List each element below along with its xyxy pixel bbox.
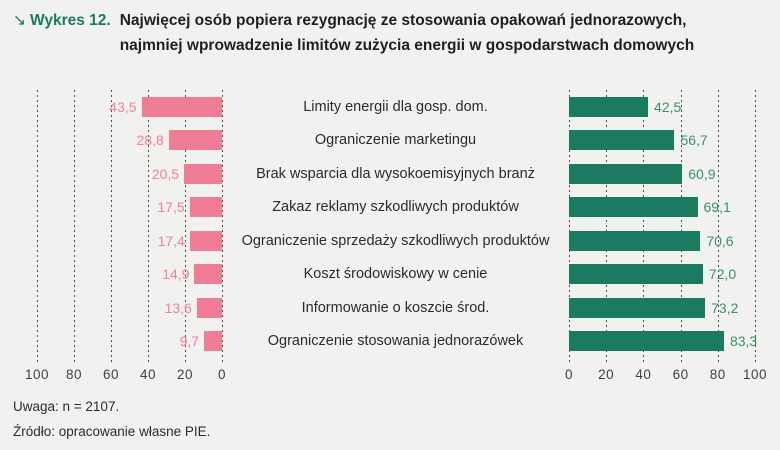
arrow-down-right-icon: ↘ (13, 12, 26, 29)
figure-number-label: ↘ Wykres 12. (13, 8, 111, 33)
category-label: Ograniczenie marketingu (314, 132, 477, 149)
bar (196, 297, 222, 318)
gridline (643, 90, 645, 363)
bar-value-label: 13,6 (164, 299, 192, 316)
category-label: Ograniczenie sprzedaży szkodliwych produ… (241, 232, 550, 249)
bar-value-label: 28,8 (136, 132, 164, 149)
right-bar-rows: 42,5 56,7 60,9 69,1 70,6 72,0 73,2 83,3 (569, 90, 758, 359)
bar-value-label: 56,7 (680, 132, 708, 149)
bar-row: 14,9 (37, 258, 222, 292)
axis-tick-label: 20 (598, 367, 615, 382)
gridline (569, 90, 570, 363)
bar (189, 230, 222, 251)
gridline (717, 90, 719, 363)
left-chart-panel: 43,5 28,8 20,5 17,5 17,4 14,9 13,6 9,7 100 80 60 4… (25, 90, 226, 382)
gridline (606, 90, 608, 363)
bar-row: 60,9 (569, 157, 755, 191)
axis-tick-label: 80 (709, 367, 726, 382)
bar-row: 56,7 (569, 124, 755, 158)
bar-row: 28,8 (37, 124, 222, 158)
category-label: Informowanie o koszcie środ. (301, 299, 490, 316)
bar-value-label: 60,9 (688, 165, 716, 182)
gridline (185, 90, 186, 363)
category-label: Zakaz reklamy szkodliwych produktów (272, 199, 519, 216)
bar-value-label: 42,5 (654, 98, 682, 115)
figure-title: Najwięcej osób popiera rezygnację ze sto… (119, 12, 695, 54)
bar-value-label: 9,7 (179, 333, 200, 350)
bar-value-label: 70,6 (706, 232, 734, 249)
sample-size-note: Uwaga: n = 2107. (13, 399, 120, 414)
axis-tick-label: 100 (24, 367, 50, 382)
gridline (74, 90, 75, 363)
bar-row: 83,3 (569, 325, 758, 359)
axis-tick-label: 0 (564, 367, 574, 382)
bar (569, 96, 649, 117)
gridline (148, 90, 149, 363)
bar-row: 9,7 (37, 325, 222, 359)
axis-tick-label: 60 (672, 367, 689, 382)
category-label: Koszt środowiskowy w cenie (303, 266, 488, 283)
bar (189, 197, 222, 218)
axis-tick-label: 20 (176, 367, 194, 382)
bar (569, 163, 683, 184)
gridline (222, 90, 223, 363)
right-chart-panel: 42,5 56,7 60,9 69,1 70,6 72,0 73,2 83,3 0 20 40 60… (565, 90, 767, 382)
axis-tick-label: 100 (742, 367, 768, 382)
figure-header: ↘ Wykres 12. Najwięcej osób popiera rezyg… (0, 0, 780, 58)
bar-row: 17,4 (37, 224, 222, 258)
figure-footer: Uwaga: n = 2107. Źródło: opracowanie wła… (13, 399, 210, 439)
gridline (755, 90, 756, 363)
bar (569, 130, 675, 151)
gridline (680, 90, 682, 363)
bar (569, 264, 703, 285)
axis-tick-label: 40 (139, 367, 157, 382)
axis-tick-label: 40 (635, 367, 652, 382)
bar-row: 72,0 (569, 258, 755, 292)
bar-value-label: 17,4 (157, 232, 185, 249)
bar-value-label: 20,5 (151, 165, 180, 182)
bar-row: 42,5 (569, 90, 755, 124)
bar (168, 130, 222, 151)
bar (569, 297, 706, 318)
bar-value-label: 72,0 (708, 266, 737, 283)
axis-tick-label: 80 (65, 367, 83, 382)
bar (569, 230, 701, 251)
bar (569, 331, 724, 352)
left-bar-rows: 43,5 28,8 20,5 17,5 17,4 14,9 13,6 9,7 (37, 90, 222, 358)
bar-row: 69,1 (569, 191, 755, 225)
category-label: Brak wsparcia dla wysokoemisyjnych branż (256, 165, 535, 182)
bar (184, 163, 222, 184)
bar (141, 96, 222, 117)
figure-number-text: Wykres 12. (30, 12, 111, 29)
bar-value-label: 43,5 (109, 98, 137, 115)
bar-value-label: 73,2 (711, 299, 739, 316)
bar-value-label: 69,1 (703, 199, 731, 216)
source-note: Źródło: opracowanie własne PIE. (13, 424, 211, 439)
bar-row: 73,2 (569, 291, 755, 325)
bar-row: 43,5 (37, 90, 222, 124)
bar-value-label: 17,5 (157, 199, 185, 216)
diverging-bar-chart: 43,5 28,8 20,5 17,5 17,4 14,9 13,6 9,7 100 80 60 4… (0, 90, 780, 382)
bar (569, 197, 698, 218)
bar-value-label: 83,3 (729, 333, 758, 350)
bar (194, 264, 222, 285)
gridline (111, 90, 112, 363)
category-labels-column: Limity energii dla gosp. dom. Ograniczeni… (222, 90, 569, 358)
bar-value-label: 14,9 (162, 266, 190, 283)
bar-row: 17,5 (37, 191, 222, 225)
bar-row: 70,6 (569, 224, 755, 258)
gridline (37, 90, 38, 363)
bar (204, 331, 222, 352)
category-label: Limity energii dla gosp. dom. (303, 98, 488, 115)
category-label: Ograniczenie stosowania jednorazówek (267, 333, 524, 350)
bar-row: 13,6 (37, 291, 222, 325)
bar-row: 20,5 (37, 157, 222, 191)
axis-tick-label: 0 (217, 367, 227, 382)
axis-tick-label: 60 (102, 367, 120, 382)
